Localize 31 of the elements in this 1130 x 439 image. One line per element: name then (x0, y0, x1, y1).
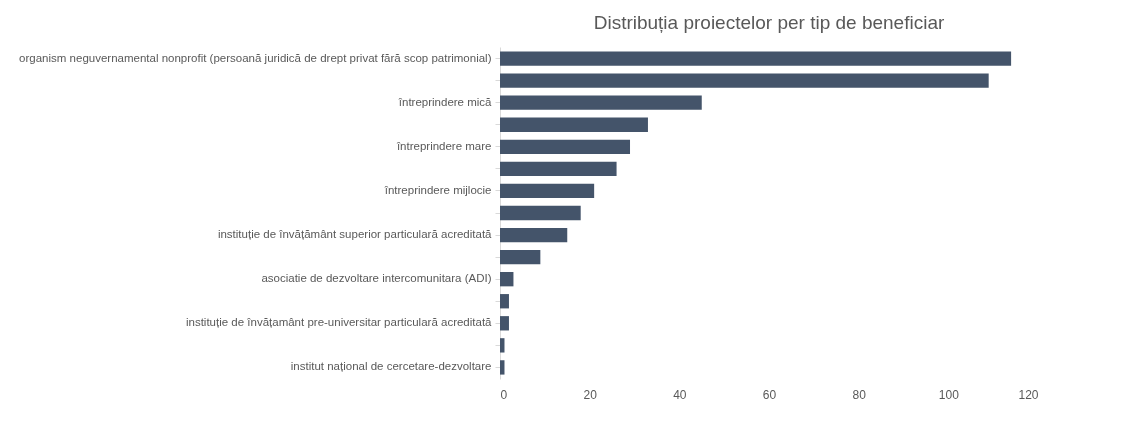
bar (500, 73, 989, 88)
y-tick-label: întreprindere mică (397, 95, 493, 108)
bar (500, 227, 568, 243)
bar (500, 294, 509, 309)
y-tick-label: întreprindere mare (395, 139, 492, 152)
y-tick-label: institut național de cercetare-dezvoltare (290, 360, 492, 373)
x-tick-label: 100 (938, 387, 960, 402)
bar (500, 161, 617, 177)
x-tick-label: 40 (673, 387, 687, 402)
bar (500, 249, 541, 265)
bar (500, 183, 595, 199)
bar (500, 272, 514, 287)
chart-title: Distribuția proiectelor per tip de beneficiar (593, 12, 945, 33)
y-tick-label: asociatie de dezvoltare intercomunitara (ADI) (261, 272, 492, 285)
bar (500, 360, 505, 375)
y-tick-label: instituție de învățământ superior particulară acreditată (217, 228, 493, 241)
bar (500, 139, 631, 154)
bar (500, 95, 702, 110)
x-tick-label: 120 (1018, 387, 1039, 402)
bar (500, 205, 581, 221)
bar (500, 51, 1012, 66)
bar (500, 316, 509, 331)
x-tick-label: 0 (500, 387, 508, 402)
y-tick-label: organism neguvernamental nonprofit (persoană juridică de drept privat fără scop patrimonial) (19, 51, 492, 64)
x-tick-label: 80 (852, 387, 867, 402)
y-tick-label: întreprindere mijlocie (383, 183, 492, 196)
y-tick-label: instituție de învățamânt pre-universitar particulară acreditată (185, 316, 493, 329)
bar (500, 117, 648, 132)
bar (500, 338, 505, 353)
x-tick-label: 60 (762, 387, 777, 402)
x-tick-label: 20 (583, 387, 598, 402)
